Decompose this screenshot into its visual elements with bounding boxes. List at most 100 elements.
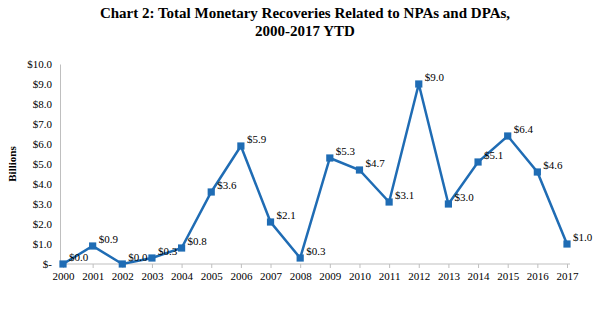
x-tick: 2005 xyxy=(201,264,224,282)
y-tick: $1.0 xyxy=(33,238,60,250)
series-line xyxy=(63,84,567,264)
data-label: $4.7 xyxy=(365,157,385,169)
x-tick: 2014 xyxy=(468,264,491,282)
chart-title: Chart 2: Total Monetary Recoveries Relat… xyxy=(100,5,510,21)
data-point xyxy=(534,168,541,175)
y-tick-label: $2.0 xyxy=(33,218,53,230)
y-tick: $5.0 xyxy=(33,158,60,170)
x-tick-mark xyxy=(448,264,449,268)
x-tick-mark xyxy=(182,264,183,268)
data-point xyxy=(297,254,304,261)
y-tick: $7.0 xyxy=(33,118,60,130)
data-label: $5.3 xyxy=(336,145,356,157)
x-tick-label: 2003 xyxy=(141,270,164,282)
x-tick-mark xyxy=(389,264,390,268)
x-tick-mark xyxy=(93,264,94,268)
x-tick: 2003 xyxy=(141,264,164,282)
y-tick-label: $6.0 xyxy=(33,138,53,150)
x-tick-label: 2010 xyxy=(349,270,372,282)
y-tick-label: $4.0 xyxy=(33,178,53,190)
x-tick-mark xyxy=(508,264,509,268)
data-label: $3.6 xyxy=(217,179,237,191)
x-tick-mark xyxy=(359,264,360,268)
data-label: $2.1 xyxy=(277,209,296,221)
y-tick: $2.0 xyxy=(33,218,60,230)
y-tick-label: $7.0 xyxy=(33,118,53,130)
data-label: $5.1 xyxy=(484,149,503,161)
data-label: $4.6 xyxy=(543,159,563,171)
x-tick-label: 2015 xyxy=(497,270,520,282)
x-tick-label: 2016 xyxy=(527,270,550,282)
x-tick-label: 2017 xyxy=(557,270,580,282)
data-label: $3.1 xyxy=(395,189,414,201)
x-tick-mark xyxy=(330,264,331,268)
title-group: Chart 2: Total Monetary Recoveries Relat… xyxy=(100,5,510,39)
x-tick: 2017 xyxy=(557,264,580,282)
data-point xyxy=(178,244,185,251)
x-tick-label: 2008 xyxy=(290,270,313,282)
data-label: $1.0 xyxy=(573,231,593,243)
data-label: $6.4 xyxy=(514,123,534,135)
data-label: $0.3 xyxy=(158,245,178,257)
y-tick: $4.0 xyxy=(33,178,60,190)
x-axis-line xyxy=(60,264,570,265)
x-tick: 2013 xyxy=(438,264,461,282)
y-tick-label: $5.0 xyxy=(33,158,53,170)
data-labels: $0.0$0.9$0.0$0.3$0.8$3.6$5.9$2.1$0.3$5.3… xyxy=(69,71,593,263)
y-tick: $6.0 xyxy=(33,138,60,150)
x-tick-label: 2004 xyxy=(171,270,194,282)
y-tick-label: $9.0 xyxy=(33,78,53,90)
x-tick: 2010 xyxy=(349,264,372,282)
y-tick-label: $10.0 xyxy=(27,58,52,70)
data-point xyxy=(119,260,126,267)
y-tick-label: $8.0 xyxy=(33,98,53,110)
x-tick-mark xyxy=(271,264,272,268)
y-tick: $3.0 xyxy=(33,198,60,210)
y-tick-label: $1.0 xyxy=(33,238,53,250)
data-label: $0.3 xyxy=(306,245,326,257)
x-axis: 2000200120022003200420052006200720082009… xyxy=(53,264,580,282)
x-tick: 2012 xyxy=(408,264,430,282)
data-point xyxy=(208,188,215,195)
x-tick: 2001 xyxy=(82,264,104,282)
x-tick: 2015 xyxy=(497,264,520,282)
x-tick-label: 2009 xyxy=(319,270,342,282)
data-point xyxy=(59,260,66,267)
x-tick-label: 2006 xyxy=(230,270,253,282)
data-point xyxy=(148,254,155,261)
data-label: $5.9 xyxy=(247,133,267,145)
chart-title: 2000-2017 YTD xyxy=(255,23,355,39)
data-label: $0.9 xyxy=(99,233,119,245)
x-tick: 2009 xyxy=(319,264,342,282)
x-tick-label: 2014 xyxy=(468,270,491,282)
x-tick-label: 2011 xyxy=(379,270,401,282)
data-point xyxy=(267,218,274,225)
x-tick: 2008 xyxy=(290,264,313,282)
x-tick-mark xyxy=(300,264,301,268)
data-point xyxy=(445,200,452,207)
y-tick: $10.0 xyxy=(27,58,60,70)
data-label: $3.0 xyxy=(454,191,474,203)
y-axis: $- $1.0 $2.0 $3.0 $4.0 $5.0 $6.0 $7.0 $8.0 $9.0 $1… xyxy=(27,58,60,270)
x-tick: 2004 xyxy=(171,264,194,282)
data-point xyxy=(326,154,333,161)
data-point xyxy=(415,80,422,87)
x-tick-label: 2001 xyxy=(82,270,104,282)
y-tick-label: $- xyxy=(43,258,53,270)
x-tick: 2011 xyxy=(379,264,401,282)
x-tick: 2016 xyxy=(527,264,550,282)
x-tick-label: 2002 xyxy=(112,270,134,282)
data-point xyxy=(386,198,393,205)
x-tick-mark xyxy=(567,264,568,268)
y-tick: $8.0 xyxy=(33,98,60,110)
x-tick-mark xyxy=(537,264,538,268)
x-tick-label: 2013 xyxy=(438,270,461,282)
x-tick-mark xyxy=(419,264,420,268)
data-label: $0.0 xyxy=(128,251,148,263)
data-point xyxy=(504,132,511,139)
x-tick-mark xyxy=(478,264,479,268)
x-tick-label: 2007 xyxy=(260,270,283,282)
x-tick-mark xyxy=(241,264,242,268)
data-point xyxy=(356,166,363,173)
data-label: $9.0 xyxy=(425,71,445,83)
